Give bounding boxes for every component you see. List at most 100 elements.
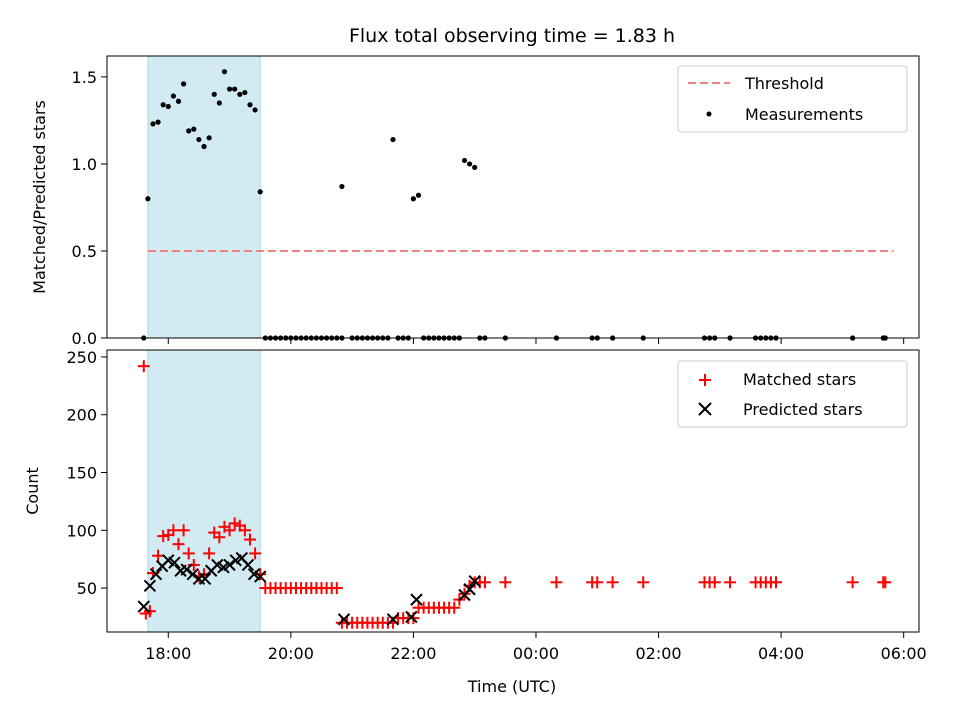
matched-star-point (143, 605, 156, 618)
legend-measurements-label: Measurements (745, 105, 863, 124)
measurement-point (170, 93, 176, 99)
measurement-point (191, 126, 197, 132)
x-tick-label: 04:00 (758, 644, 804, 663)
predicted-star-point (198, 572, 212, 586)
measurement-point (252, 107, 258, 113)
x-tick-label: 00:00 (513, 644, 559, 663)
legend-predicted-label: Predicted stars (743, 400, 863, 419)
predicted-star-point (337, 613, 351, 626)
predicted-star-point (468, 574, 481, 588)
matched-star-point (223, 524, 236, 537)
top-y-axis-label: Matched/Predicted stars (30, 100, 49, 294)
predicted-star-point (168, 556, 181, 569)
matched-star-point (846, 576, 859, 589)
top-y-tick-label: 1.0 (72, 155, 97, 174)
matched-star-point (637, 576, 650, 589)
predicted-star-point (223, 558, 236, 572)
matched-star-point (243, 533, 256, 546)
predicted-star-point (386, 613, 400, 626)
bottom-legend: Matched stars Predicted stars (677, 360, 908, 428)
x-tick-label: 18:00 (145, 644, 191, 663)
matched-star-point (879, 576, 892, 589)
measurement-point (181, 81, 187, 87)
measurement-point (232, 86, 238, 92)
matched-star-point (591, 576, 604, 589)
matched-star-point (254, 568, 267, 581)
bottom-highlight-span (147, 349, 261, 633)
measurement-point (466, 161, 473, 167)
bottom-y-axis-label: Count (23, 467, 42, 515)
predicted-star-point (241, 558, 255, 572)
bottom-y-tick-label: 100 (66, 521, 97, 540)
matched-star-point (550, 576, 563, 589)
x-tick-label: 22:00 (390, 644, 436, 663)
measurement-point (257, 189, 263, 195)
matched-star-point (213, 531, 226, 544)
matched-star-point (157, 530, 170, 543)
measurement-point (165, 103, 171, 110)
matched-star-point (499, 576, 512, 589)
measurement-point (175, 98, 182, 104)
top-x-ticks (167, 338, 905, 344)
measurement-point (160, 102, 166, 108)
top-y-ticks: 0.0 0.5 1.0 1.5 (72, 68, 107, 348)
matched-star-point (770, 576, 783, 589)
measurement-point (196, 136, 202, 143)
measurement-point (211, 91, 217, 97)
matched-star-point (177, 524, 190, 537)
measurement-point (390, 136, 396, 143)
measurement-point (247, 102, 253, 108)
matched-star-point (228, 517, 241, 530)
measurement-point (206, 135, 212, 141)
measurement-point (339, 183, 345, 190)
predicted-star-point (463, 583, 476, 596)
bottom-y-tick-label: 250 (66, 348, 97, 367)
matched-star-point (152, 549, 165, 562)
predicted-star-points (137, 551, 481, 626)
matched-star-point (708, 576, 721, 589)
predicted-star-point (254, 570, 267, 583)
legend-measurements-swatch (706, 111, 712, 117)
predicted-star-point (149, 568, 163, 581)
matched-star-point (167, 524, 180, 537)
predicted-star-point (143, 579, 157, 592)
measurement-point (237, 91, 243, 97)
legend-matched-swatch (699, 374, 711, 386)
bottom-axes-frame (106, 349, 920, 633)
predicted-star-point (180, 563, 193, 576)
top-highlight-span-rect (147, 55, 261, 339)
bottom-y-tick-label: 200 (66, 406, 97, 425)
figure-title: Flux total observing time = 1.83 h (349, 25, 675, 47)
top-y-tick-label: 0.0 (72, 329, 97, 348)
top-axes-frame (106, 55, 920, 339)
bottom-x-ticks: 18:00 20:00 22:00 00:00 02:00 04:00 06:00 (145, 632, 927, 663)
matched-star-point (182, 547, 195, 560)
predicted-star-point (186, 568, 200, 581)
matched-star-point (187, 558, 200, 571)
top-legend: Threshold Measurements (677, 65, 908, 133)
matched-star-point (606, 576, 619, 589)
bottom-y-ticks: 50 100 150 200 250 (66, 348, 107, 598)
measurement-point (226, 86, 233, 92)
measurement-point (415, 192, 422, 198)
matched-star-points (137, 360, 892, 629)
measurement-point (221, 69, 228, 75)
top-plot: 0.0 0.5 1.0 1.5 Matched/Predicted stars Thr… (30, 55, 920, 348)
x-axis-label: Time (UTC) (467, 677, 556, 696)
matched-star-point (724, 576, 737, 589)
matched-star-point (478, 576, 491, 589)
legend-matched-label: Matched stars (743, 370, 856, 389)
bottom-plot: 50 100 150 200 250 18:00 20:00 22:00 00:00 02:00… (23, 348, 927, 696)
top-y-tick-label: 0.5 (72, 242, 97, 261)
matched-star-point (330, 582, 343, 595)
top-legend-box (677, 65, 908, 133)
measurement-point (242, 89, 248, 96)
x-tick-label: 06:00 (881, 644, 927, 663)
bottom-y-tick-label: 50 (77, 579, 97, 598)
bottom-legend-box (677, 360, 908, 428)
top-y-tick-label: 1.5 (72, 68, 97, 87)
matched-star-point (203, 547, 216, 560)
matched-star-point (448, 601, 461, 614)
matched-star-point (238, 524, 251, 537)
